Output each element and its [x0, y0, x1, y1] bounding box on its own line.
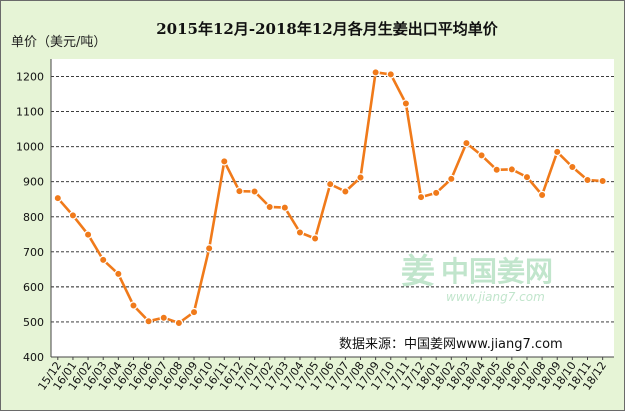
- data-point: [114, 269, 123, 279]
- plot-area: [51, 59, 614, 357]
- data-point: [53, 193, 63, 203]
- data-point: [250, 187, 259, 196]
- data-point: [416, 192, 426, 202]
- data-point: [341, 187, 350, 196]
- data-point: [265, 202, 274, 212]
- data-point: [568, 162, 577, 172]
- data-points: [53, 68, 607, 328]
- data-point: [68, 211, 78, 220]
- data-point: [235, 186, 244, 196]
- data-point: [129, 301, 138, 310]
- y-axis-label: 单价（美元/吨）: [11, 35, 106, 50]
- data-point: [371, 68, 380, 77]
- data-point: [220, 157, 229, 166]
- data-point: [477, 151, 486, 160]
- data-point: [280, 203, 290, 212]
- y-tick-label: 400: [23, 351, 44, 364]
- data-point: [310, 234, 320, 243]
- y-tick-labels: 400 500 600 700 800 900 1000 1100 1200: [16, 71, 44, 364]
- data-point: [447, 174, 456, 184]
- data-point: [174, 318, 184, 328]
- data-point: [522, 172, 532, 182]
- data-point: [204, 244, 214, 253]
- y-tick-label: 900: [23, 176, 44, 189]
- y-tick-label: 800: [23, 211, 44, 224]
- data-point: [598, 176, 607, 186]
- watermark: 姜 中国姜网 www.jiang7.com: [401, 252, 553, 304]
- data-point: [83, 230, 93, 239]
- data-point: [189, 307, 199, 317]
- data-point: [144, 317, 153, 326]
- data-point: [492, 165, 501, 174]
- y-tick-label: 600: [23, 281, 44, 294]
- data-point: [583, 175, 592, 185]
- data-point: [326, 179, 335, 189]
- source-note: 数据来源：中国姜网www.jiang7.com: [339, 337, 563, 352]
- watermark-url: www.jiang7.com: [446, 290, 545, 304]
- y-tick-label: 1200: [16, 71, 44, 84]
- y-tick-label: 700: [23, 246, 44, 259]
- data-point: [386, 70, 395, 79]
- chart-title: 2015年12月-2018年12月各月生姜出口平均单价: [156, 20, 498, 38]
- watermark-logo-glyph: 姜: [401, 252, 435, 292]
- data-point: [159, 313, 168, 322]
- data-point: [356, 173, 365, 182]
- x-tick-labels: 15/1216/0116/0216/0316/0416/0516/0616/07…: [35, 357, 609, 393]
- data-point: [431, 188, 441, 198]
- watermark-name: 中国姜网: [441, 255, 553, 288]
- y-tick-label: 1000: [16, 141, 44, 154]
- y-tick-label: 1100: [16, 106, 44, 119]
- data-point: [401, 99, 411, 108]
- y-tick-label: 500: [23, 316, 44, 329]
- data-point: [537, 190, 547, 200]
- data-point: [99, 255, 108, 265]
- data-point: [462, 138, 471, 148]
- data-point: [295, 228, 305, 237]
- data-point: [553, 147, 562, 157]
- data-point: [507, 165, 517, 174]
